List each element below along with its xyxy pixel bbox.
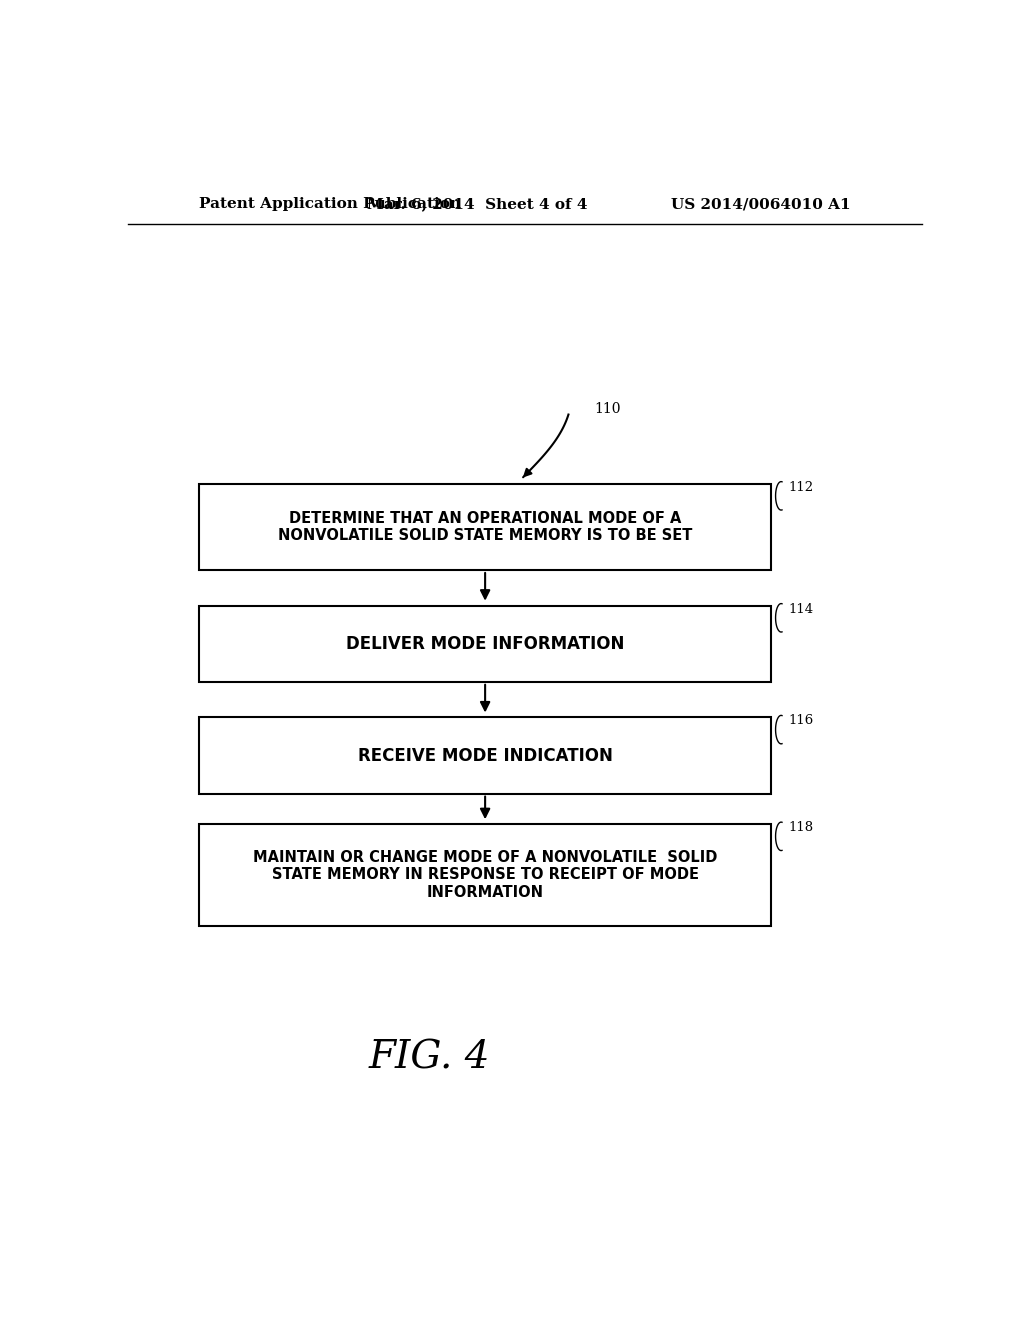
Text: MAINTAIN OR CHANGE MODE OF A NONVOLATILE  SOLID
STATE MEMORY IN RESPONSE TO RECE: MAINTAIN OR CHANGE MODE OF A NONVOLATILE… [253,850,717,900]
Text: DETERMINE THAT AN OPERATIONAL MODE OF A
NONVOLATILE SOLID STATE MEMORY IS TO BE : DETERMINE THAT AN OPERATIONAL MODE OF A … [278,511,692,543]
Text: 110: 110 [595,403,622,416]
FancyBboxPatch shape [200,824,771,925]
Text: 114: 114 [788,602,813,615]
Text: US 2014/0064010 A1: US 2014/0064010 A1 [671,197,850,211]
Text: RECEIVE MODE INDICATION: RECEIVE MODE INDICATION [357,747,612,764]
FancyBboxPatch shape [200,483,771,570]
Text: FIG. 4: FIG. 4 [369,1039,490,1076]
FancyBboxPatch shape [200,718,771,793]
Text: Patent Application Publication: Patent Application Publication [200,197,462,211]
Text: Mar. 6, 2014  Sheet 4 of 4: Mar. 6, 2014 Sheet 4 of 4 [367,197,588,211]
Text: DELIVER MODE INFORMATION: DELIVER MODE INFORMATION [346,635,625,652]
FancyBboxPatch shape [200,606,771,682]
Text: 112: 112 [788,480,813,494]
Text: 116: 116 [788,714,813,727]
Text: 118: 118 [788,821,813,834]
